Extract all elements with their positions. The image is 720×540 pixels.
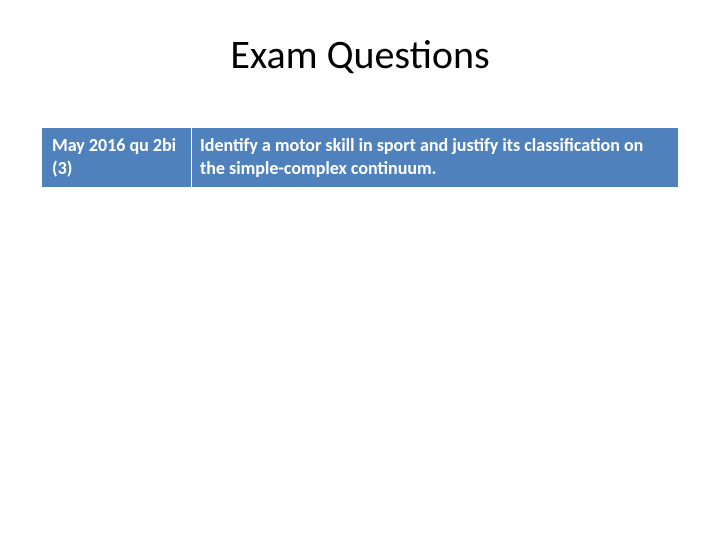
question-ref-cell: May 2016 qu 2bi (3) xyxy=(42,128,192,187)
question-table: May 2016 qu 2bi (3) Identify a motor ski… xyxy=(42,128,678,187)
question-text-cell: Identify a motor skill in sport and just… xyxy=(192,128,678,187)
slide-title: Exam Questions xyxy=(0,30,720,79)
